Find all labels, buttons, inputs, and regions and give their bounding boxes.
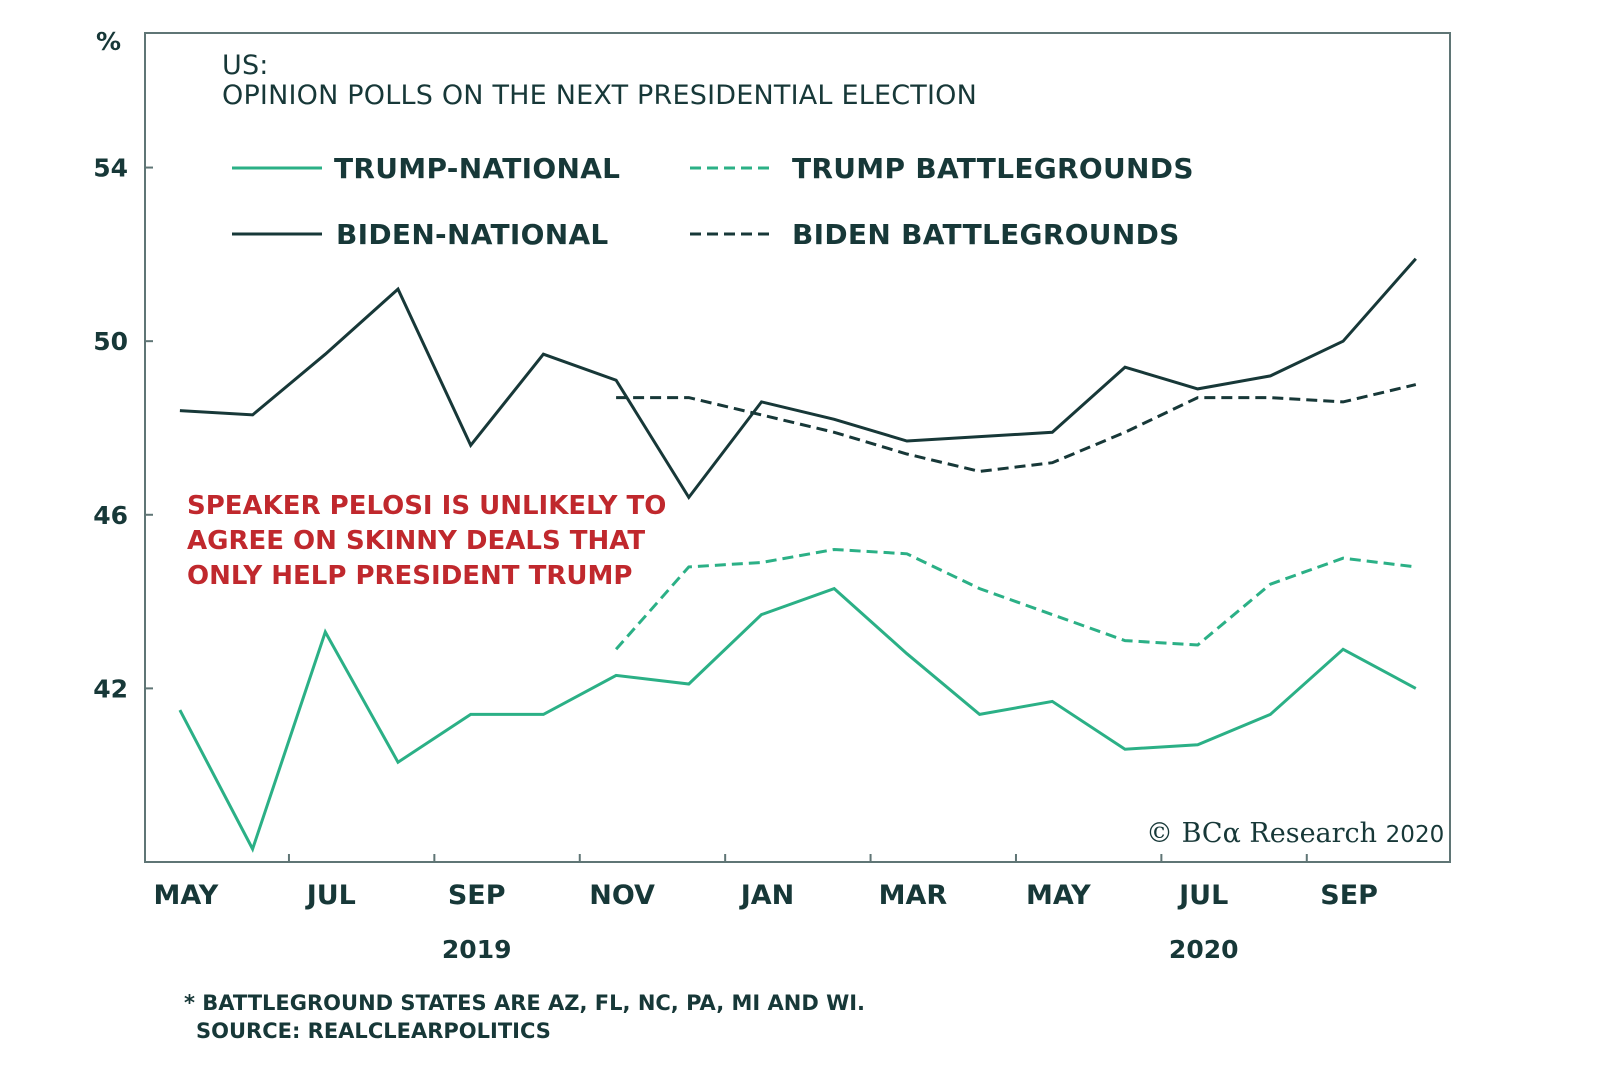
series-line-trump-national: [178, 586, 1417, 853]
y-tick-label: 54: [93, 154, 128, 183]
annotation-line-1: SPEAKER PELOSI IS UNLIKELY TO: [187, 491, 666, 521]
series-group: [178, 257, 1417, 853]
chart-subtitle: OPINION POLLS ON THE NEXT PRESIDENTIAL E…: [222, 80, 977, 111]
x-tick-label: JAN: [739, 880, 795, 911]
y-tick-label: 46: [93, 501, 128, 530]
x-tick-label: SEP: [1320, 880, 1378, 911]
footnote-source: SOURCE: REALCLEARPOLITICS: [196, 1019, 551, 1043]
legend: TRUMP-NATIONAL TRUMP BATTLEGROUNDS BIDEN…: [232, 152, 1194, 251]
x-tick-label: MAY: [154, 880, 219, 911]
annotation-line-2: AGREE ON SKINNY DEALS THAT: [187, 526, 645, 556]
y-tick-label: 50: [93, 327, 128, 356]
credit-brand: BCα Research: [1182, 818, 1377, 849]
legend-label-trump-national: TRUMP-NATIONAL: [334, 152, 620, 185]
plot-frame: [144, 32, 1451, 863]
annotation-line-3: ONLY HELP PRESIDENT TRUMP: [187, 561, 632, 591]
y-axis: 42 46 50 54: [93, 154, 153, 703]
year-label: 2019: [442, 935, 512, 964]
series-line-biden-battlegrounds: [616, 383, 1417, 473]
copyright-symbol: ©: [1146, 818, 1173, 849]
legend-label-biden-national: BIDEN-NATIONAL: [336, 218, 609, 251]
x-tick-label: JUL: [305, 880, 356, 911]
x-tick-label: SEP: [448, 880, 506, 911]
y-tick-label: 42: [93, 674, 128, 703]
x-tick-label: NOV: [589, 880, 655, 911]
x-tick-label: MAR: [879, 880, 948, 911]
credit-text: © BCα Research 2020: [1146, 818, 1444, 849]
legend-label-biden-battlegrounds: BIDEN BATTLEGROUNDS: [792, 218, 1180, 251]
x-tick-label: JUL: [1177, 880, 1228, 911]
x-tick-label: MAY: [1026, 880, 1091, 911]
series-line-biden-national: [179, 257, 1417, 501]
series-line-trump-battlegrounds: [614, 547, 1416, 651]
footnote-battlegrounds: * BATTLEGROUND STATES ARE AZ, FL, NC, PA…: [184, 991, 865, 1015]
legend-label-trump-battlegrounds: TRUMP BATTLEGROUNDS: [792, 152, 1194, 185]
credit-year: 2020: [1386, 822, 1445, 848]
annotation: SPEAKER PELOSI IS UNLIKELY TO AGREE ON S…: [187, 491, 666, 591]
x-axis: MAY JUL SEP NOV JAN MAR MAY JUL SEP 2019 2020: [154, 854, 1378, 964]
credit: © BCα Research 2020: [1146, 818, 1444, 849]
year-label: 2020: [1169, 935, 1239, 964]
chart-title: US:: [222, 50, 269, 81]
y-axis-unit: %: [96, 27, 121, 56]
